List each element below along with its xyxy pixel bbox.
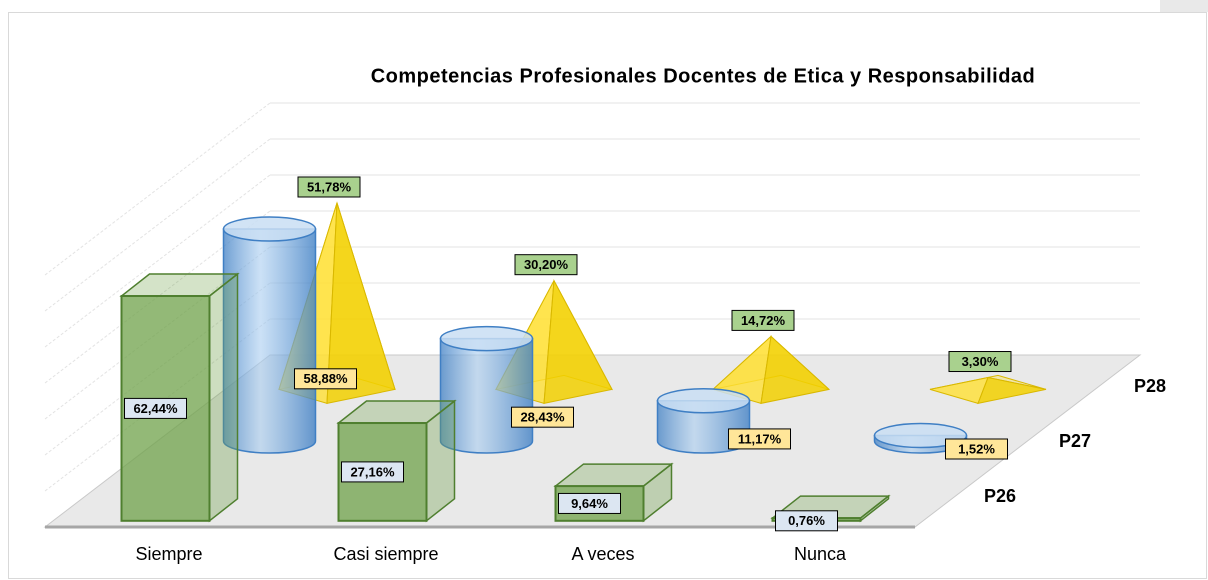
data-label-group: 62,44% (124, 397, 187, 419)
series-label: P26 (984, 486, 1016, 506)
pyramid-right (543, 278, 613, 405)
data-label-group: 51,78% (297, 176, 361, 198)
data-label: 51,78% (307, 179, 352, 194)
data-label-group: 0,76% (775, 510, 838, 532)
data-label-box (297, 176, 361, 198)
data-label-group: 30,20% (514, 254, 578, 276)
data-label-box (728, 428, 791, 450)
data-label-box (945, 438, 1008, 460)
grid-line (44, 102, 271, 276)
corner-tab (1160, 0, 1208, 12)
pyramid-right (326, 202, 396, 405)
cylinder-bar (439, 325, 534, 454)
cylinder-body (222, 228, 317, 454)
cylinder-top (222, 216, 317, 242)
data-label-box (558, 492, 621, 514)
chart-title: Competencias Profesionales Docentes de E… (371, 65, 1036, 87)
grid-line (44, 138, 271, 312)
box-bar (336, 399, 457, 523)
pyramid-bar (929, 374, 1047, 405)
data-label: 27,16% (350, 464, 395, 479)
data-label: 62,44% (133, 401, 178, 416)
data-label-box (341, 461, 404, 483)
cylinder-body (439, 337, 534, 454)
pyramid-right (760, 335, 831, 405)
data-label-box (294, 368, 357, 390)
data-label-box (124, 397, 187, 419)
box-side (208, 272, 239, 523)
data-label-box (511, 406, 574, 428)
series-label: P28 (1134, 376, 1166, 396)
pyramid-right (977, 376, 1047, 405)
data-label-group: 14,72% (731, 309, 795, 331)
cylinder-top (656, 388, 751, 414)
data-label: 1,52% (958, 441, 995, 456)
data-label-group: 1,52% (945, 438, 1008, 460)
data-label: 11,17% (738, 431, 782, 446)
x-tick-label: Siempre (135, 544, 202, 564)
data-label: 3,30% (962, 354, 999, 369)
data-label: 30,20% (524, 257, 569, 272)
data-label-box (775, 510, 838, 532)
data-label-group: 9,64% (558, 492, 621, 514)
data-label: 58,88% (303, 371, 348, 386)
series-label: P27 (1059, 431, 1091, 451)
data-label-box (514, 254, 578, 276)
data-label-group: 11,17% (728, 428, 791, 450)
data-label-group: 3,30% (948, 351, 1012, 373)
data-label: 28,43% (520, 410, 565, 425)
cylinder-bar (656, 388, 751, 454)
cylinder-bar (222, 216, 317, 454)
data-label-group: 28,43% (511, 406, 574, 428)
data-label: 0,76% (788, 513, 825, 528)
data-label-box (731, 309, 795, 331)
x-tick-label: A veces (571, 544, 634, 564)
box-bar (119, 272, 240, 523)
x-tick-label: Nunca (794, 544, 847, 564)
cylinder-top (439, 325, 534, 352)
data-label-box (948, 351, 1012, 373)
data-label: 9,64% (571, 496, 608, 511)
data-label-group: 58,88% (294, 368, 357, 390)
x-tick-label: Casi siempre (333, 544, 438, 564)
data-label-group: 27,16% (341, 461, 404, 483)
cylinder-top (873, 422, 968, 449)
grid-line (44, 174, 271, 348)
data-label: 14,72% (741, 313, 786, 328)
